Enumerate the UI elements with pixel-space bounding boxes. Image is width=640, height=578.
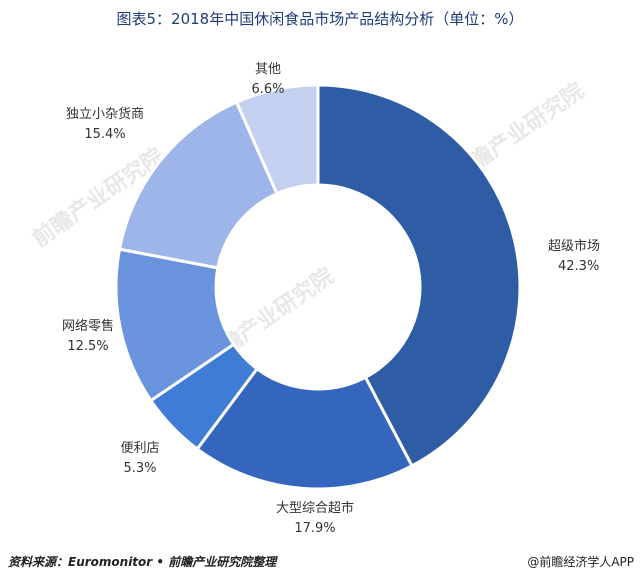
slice-4 xyxy=(117,100,279,270)
slice-label-2: 便利店 xyxy=(120,441,159,456)
slice-value-4: 15.4% xyxy=(84,127,125,142)
slice-label-0: 超级市场 xyxy=(548,238,600,254)
slice-value-0: 42.3% xyxy=(558,259,599,274)
slice-label-1: 大型综合超市 xyxy=(276,500,354,516)
slice-1 xyxy=(195,366,414,491)
slice-value-5: 6.6% xyxy=(251,82,284,97)
source-note: 资料来源：Euromonitor • 前瞻产业研究院整理 xyxy=(8,555,277,569)
slice-value-3: 12.5% xyxy=(67,339,108,354)
slice-value-1: 17.9% xyxy=(294,521,335,536)
slice-label-4: 独立小杂货商 xyxy=(66,106,144,122)
slice-0 xyxy=(316,83,522,468)
chart-title: 图表5：2018年中国休闲食品市场产品结构分析（单位：%） xyxy=(116,10,524,28)
slice-value-2: 5.3% xyxy=(123,461,156,476)
slice-label-3: 网络零售 xyxy=(62,318,114,334)
slice-label-5: 其他 xyxy=(255,62,281,77)
slice-5 xyxy=(234,83,320,196)
brand-credit: @前瞻经济学人APP xyxy=(527,555,634,569)
